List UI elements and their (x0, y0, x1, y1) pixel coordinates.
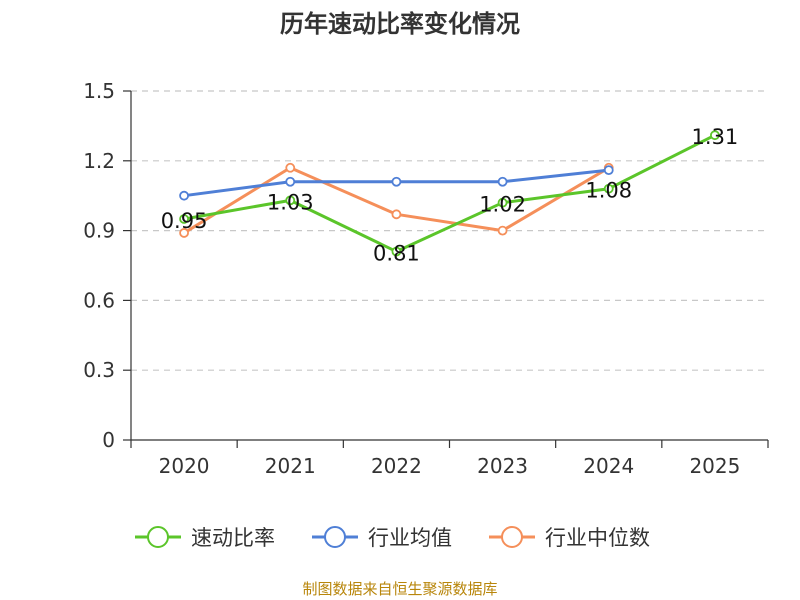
legend: 速动比率 行业均值 行业中位数 (135, 526, 650, 550)
series-line-0 (183, 133, 716, 254)
chart-title: 历年速动比率变化情况 (280, 10, 520, 38)
series-lines (183, 133, 716, 254)
data-point (603, 183, 614, 194)
grid-lines (131, 90, 768, 371)
data-point (391, 246, 402, 257)
x-tick-label: 2025 (689, 454, 740, 478)
legend-marker-icon (147, 526, 169, 548)
legend-label: 速动比率 (191, 526, 275, 550)
data-point (603, 165, 614, 176)
data-point (497, 176, 508, 187)
y-tick-label: 1.5 (83, 79, 115, 103)
data-label: 1.08 (585, 179, 632, 203)
data-point (285, 176, 296, 187)
data-point (391, 209, 402, 220)
data-point (391, 176, 402, 187)
x-tick-label: 2024 (583, 454, 634, 478)
data-point (710, 130, 720, 141)
data-label: 0.95 (161, 209, 208, 233)
x-tick-label: 2023 (477, 454, 528, 478)
series-points (179, 130, 720, 257)
data-point (285, 195, 296, 206)
data-point (179, 228, 189, 238)
data-point (497, 197, 508, 208)
data-label: 0.81 (373, 242, 420, 266)
x-tick-label: 2022 (371, 454, 422, 478)
x-tick-label: 2021 (265, 454, 316, 478)
data-point (497, 225, 508, 236)
y-tick-label: 0.6 (83, 288, 115, 312)
source-note: 制图数据来自恒生聚源数据库 (302, 580, 497, 598)
tick-labels: 0 0.3 0.6 0.9 1.2 1.5 2020 2021 2022 2023 2024 2025 (83, 79, 740, 478)
data-point (179, 190, 189, 201)
data-label: 1.02 (479, 193, 526, 217)
legend-marker-icon (501, 526, 523, 548)
y-tick-label: 1.2 (83, 149, 115, 173)
y-tick-label: 0 (102, 428, 115, 452)
legend-label: 行业中位数 (545, 526, 650, 550)
y-tick-label: 0.3 (83, 358, 115, 382)
data-labels: 0.95 1.03 0.81 1.02 1.08 1.31 (161, 125, 739, 265)
legend-label: 行业均值 (368, 526, 452, 550)
data-point (285, 162, 296, 173)
data-point (179, 214, 189, 224)
data-label: 1.03 (267, 190, 314, 214)
y-tick-label: 0.9 (83, 219, 115, 243)
legend-marker-icon (324, 526, 346, 548)
axes (123, 90, 769, 448)
data-label: 1.31 (692, 125, 739, 149)
x-tick-label: 2020 (159, 454, 210, 478)
